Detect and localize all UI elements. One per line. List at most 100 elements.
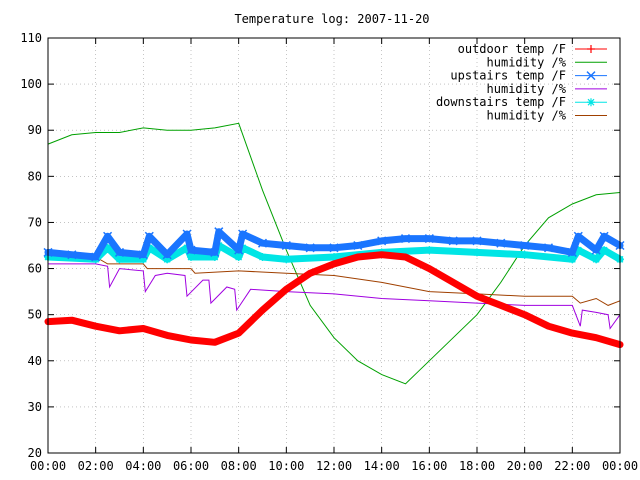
star-marker	[258, 253, 267, 262]
x-marker	[329, 243, 339, 253]
series-layer	[43, 122, 625, 385]
series-point	[234, 253, 243, 262]
series-point	[238, 229, 248, 239]
star-marker	[115, 255, 124, 264]
y-tick-label: 110	[20, 31, 42, 45]
series-point	[567, 247, 577, 257]
series-point	[282, 255, 291, 264]
x-marker	[162, 250, 172, 260]
x-tick-label: 04:00	[125, 459, 161, 473]
x-marker	[567, 247, 577, 257]
x-marker	[67, 250, 77, 260]
star-marker	[600, 246, 609, 255]
series-point	[600, 246, 609, 255]
x-marker	[573, 231, 583, 241]
x-marker	[448, 236, 458, 246]
x-marker	[144, 231, 154, 241]
series-point	[592, 255, 601, 264]
x-marker	[520, 240, 530, 251]
series-2	[43, 227, 625, 262]
x-marker	[377, 236, 387, 246]
x-tick-label: 06:00	[173, 459, 209, 473]
star-marker	[330, 253, 338, 262]
x-marker	[353, 240, 363, 251]
series-point	[115, 255, 124, 264]
tick-labels: 20 30 40 50 60 70 80 90 100 110 00:00 02:00 04:00 06:…	[20, 31, 638, 473]
series-point	[329, 243, 339, 253]
star-marker	[210, 253, 219, 262]
x-marker	[472, 236, 482, 246]
legend-label: downstairs temp /F	[436, 95, 566, 109]
y-tick-label: 90	[28, 123, 42, 137]
star-marker	[592, 255, 601, 264]
legend-label: upstairs temp /F	[450, 69, 566, 83]
x-marker	[281, 240, 291, 251]
star-marker	[187, 253, 195, 262]
y-tick-label: 100	[20, 77, 42, 91]
x-marker	[400, 234, 411, 244]
x-tick-label: 08:00	[221, 459, 257, 473]
x-marker	[210, 247, 220, 257]
series-0	[44, 251, 624, 349]
legend-label: humidity /%	[487, 82, 567, 96]
series-point	[520, 250, 529, 259]
x-marker	[305, 243, 315, 253]
star-marker	[103, 243, 112, 252]
series-3	[48, 263, 621, 330]
series-point	[234, 245, 244, 255]
series-point	[139, 255, 148, 264]
y-tick-label: 40	[28, 354, 42, 368]
legend-marker	[586, 71, 596, 81]
x-marker	[591, 245, 601, 255]
x-tick-label: 00:00	[602, 459, 638, 473]
star-marker	[574, 246, 583, 255]
x-tick-label: 02:00	[78, 459, 114, 473]
x-marker	[599, 231, 609, 241]
series-point	[103, 243, 112, 252]
legend-marker	[587, 98, 595, 107]
series-point	[377, 236, 387, 246]
star-marker	[425, 246, 434, 255]
series-point	[114, 247, 125, 257]
series-point	[305, 243, 315, 253]
series-point	[281, 240, 291, 251]
star-marker	[234, 253, 243, 262]
y-tick-label: 30	[28, 400, 42, 414]
series-point	[214, 227, 224, 237]
y-tick-label: 60	[28, 262, 42, 276]
x-marker	[186, 245, 196, 255]
series-point	[425, 246, 434, 255]
series-line	[48, 263, 621, 330]
y-tick-label: 70	[28, 215, 42, 229]
series-point	[144, 231, 154, 241]
series-point	[187, 253, 195, 262]
series-point	[599, 231, 609, 241]
series-point	[543, 243, 554, 253]
series-point	[330, 253, 338, 262]
y-tick-label: 20	[28, 446, 42, 460]
series-point	[138, 250, 148, 260]
series-point	[145, 243, 154, 252]
star-marker	[282, 255, 291, 264]
series-point	[448, 236, 458, 246]
series-point	[496, 238, 506, 248]
series-point	[91, 252, 101, 262]
star-marker	[568, 255, 577, 264]
x-marker	[257, 238, 268, 248]
series-point	[257, 238, 268, 248]
series-line	[44, 228, 624, 261]
x-marker	[214, 227, 224, 237]
x-marker	[496, 238, 506, 248]
x-marker	[424, 234, 434, 244]
x-tick-label: 14:00	[364, 459, 400, 473]
series-point	[103, 231, 113, 241]
y-tick-label: 50	[28, 308, 42, 322]
x-tick-label: 18:00	[459, 459, 495, 473]
series-point	[424, 234, 434, 244]
star-marker	[163, 255, 172, 264]
series-point	[353, 240, 363, 251]
series-point	[258, 253, 267, 262]
x-tick-label: 00:00	[30, 459, 66, 473]
